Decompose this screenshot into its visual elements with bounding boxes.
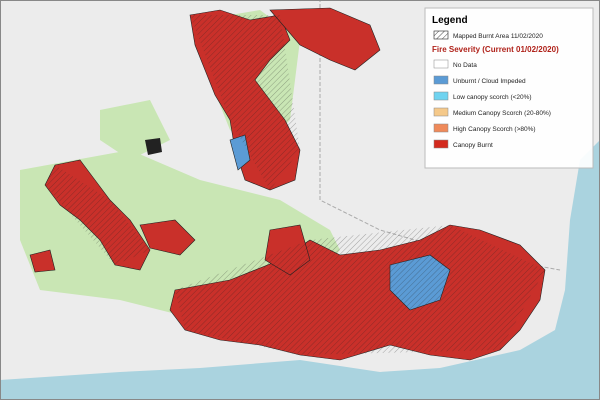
burnt-hatch — [45, 15, 545, 355]
legend-label: Unburnt / Cloud Impeded — [453, 78, 526, 85]
legend-swatch — [433, 139, 449, 149]
ocean — [0, 140, 600, 400]
legend-subtitle: Fire Severity (Current 01/02/2020) — [432, 45, 559, 54]
legend-label: Canopy Burnt — [453, 142, 493, 149]
legend-items: No Data Unburnt / Cloud Impeded Low canopy… — [433, 59, 551, 149]
legend-swatch — [433, 30, 449, 40]
burnt-patch — [145, 138, 162, 155]
legend-swatch — [433, 107, 449, 117]
legend-title: Legend — [432, 15, 468, 26]
legend-swatch — [433, 59, 449, 69]
legend-label: Low canopy scorch (<20%) — [453, 94, 532, 101]
legend: Legend Mapped Burnt Area 11/02/2020 Fire… — [424, 7, 594, 169]
legend-label: Medium Canopy Scorch (20-80%) — [453, 110, 551, 117]
legend-swatch — [433, 75, 449, 85]
legend-box — [424, 7, 594, 169]
legend-label: No Data — [453, 62, 477, 69]
legend-swatch — [433, 123, 449, 133]
legend-swatch — [433, 91, 449, 101]
legend-label: High Canopy Scorch (>80%) — [453, 126, 536, 133]
legend-label: Mapped Burnt Area 11/02/2020 — [453, 33, 543, 40]
